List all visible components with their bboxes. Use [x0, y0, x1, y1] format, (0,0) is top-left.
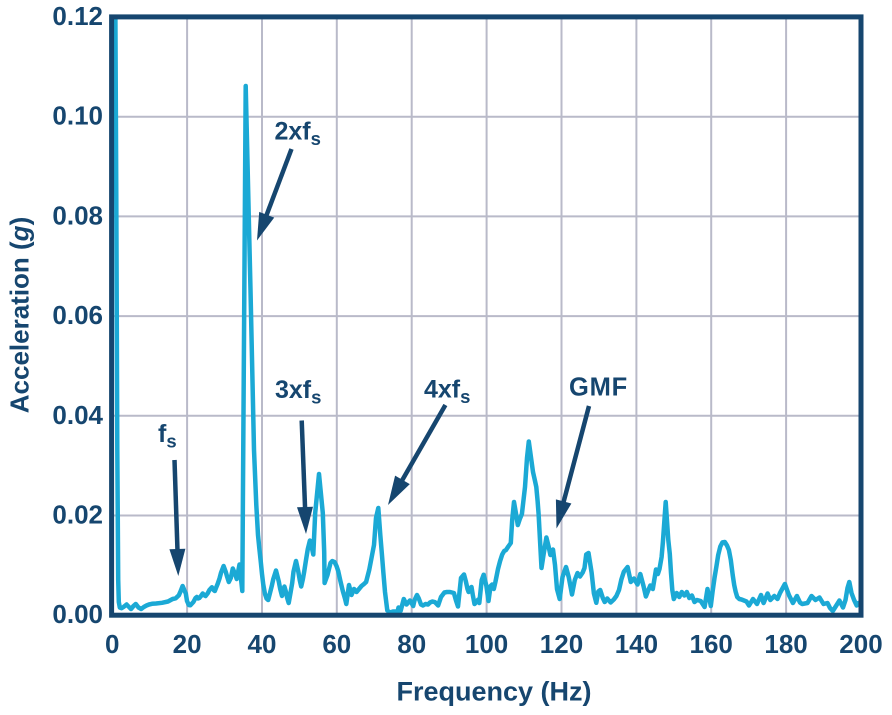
svg-text:0.06: 0.06 — [52, 300, 103, 330]
svg-text:Acceleration (g): Acceleration (g) — [5, 217, 35, 414]
svg-text:60: 60 — [322, 629, 351, 659]
svg-text:160: 160 — [690, 629, 733, 659]
svg-text:GMF: GMF — [569, 374, 628, 402]
svg-text:0.02: 0.02 — [52, 500, 103, 530]
svg-text:0.10: 0.10 — [52, 101, 103, 131]
svg-text:0.00: 0.00 — [52, 599, 103, 629]
svg-text:40: 40 — [248, 629, 277, 659]
svg-text:0: 0 — [105, 629, 119, 659]
svg-text:0.12: 0.12 — [52, 1, 103, 31]
svg-text:20: 20 — [173, 629, 202, 659]
svg-text:80: 80 — [397, 629, 426, 659]
svg-text:0.04: 0.04 — [52, 400, 103, 430]
svg-text:Frequency (Hz): Frequency (Hz) — [396, 677, 591, 707]
svg-text:0.08: 0.08 — [52, 200, 103, 230]
svg-text:100: 100 — [465, 629, 508, 659]
svg-text:180: 180 — [764, 629, 807, 659]
svg-text:140: 140 — [615, 629, 658, 659]
svg-text:200: 200 — [839, 629, 882, 659]
svg-text:120: 120 — [540, 629, 583, 659]
